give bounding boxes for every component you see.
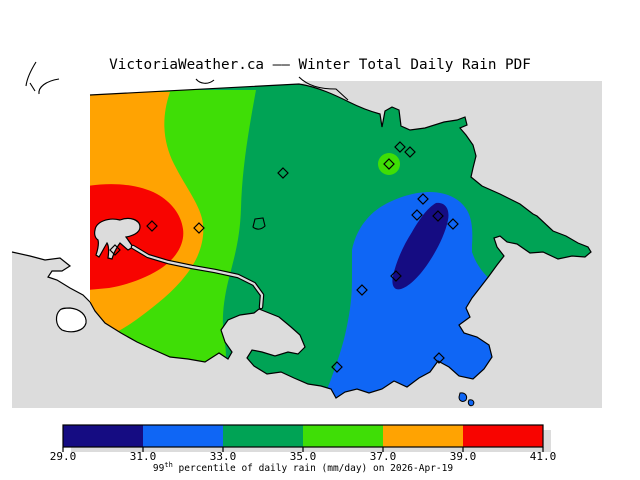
colorbar-seg-33-35 xyxy=(223,425,303,447)
colorbar-seg-31-33 xyxy=(143,425,223,447)
colorbar-tick-label: 39.0 xyxy=(449,450,477,463)
lake xyxy=(94,217,141,260)
coast-fragment-5 xyxy=(195,78,215,84)
colorbar-tick-label: 33.0 xyxy=(209,450,237,463)
colorbar-seg-35-37 xyxy=(303,425,383,447)
coast-fragment-3 xyxy=(29,82,36,92)
colorbar-caption: 99th percentile of daily rain (mm/day) o… xyxy=(153,461,453,474)
small-lake-outline xyxy=(252,217,266,230)
coastline-west xyxy=(11,251,91,303)
contour-halo xyxy=(378,153,400,175)
no-data-region xyxy=(12,81,305,302)
station-markers xyxy=(109,141,459,373)
channel xyxy=(131,245,264,309)
colorbar-tick-label: 35.0 xyxy=(289,450,317,463)
colorbar xyxy=(62,424,551,452)
station-marker xyxy=(390,270,402,282)
station-marker xyxy=(432,210,444,222)
colorbar-tick-label: 31.0 xyxy=(129,450,157,463)
station-marker xyxy=(193,222,205,234)
coast-fragment-2 xyxy=(38,78,60,95)
colorbar-ticks xyxy=(62,447,544,452)
colorbar-seg-29-31 xyxy=(63,425,143,447)
contour-band-29-31 xyxy=(392,202,449,290)
station-marker xyxy=(331,361,343,373)
station-marker xyxy=(109,244,121,256)
colorbar-tick-label: 37.0 xyxy=(369,450,397,463)
coast-fragment-4 xyxy=(298,76,349,101)
no-data-islet xyxy=(55,307,87,333)
station-marker xyxy=(394,141,406,153)
colorbar-seg-37-39 xyxy=(383,425,463,447)
station-marker xyxy=(277,167,289,179)
station-marker xyxy=(433,352,445,364)
plot-title: VictoriaWeather.ca —— Winter Total Daily… xyxy=(109,57,531,73)
station-marker xyxy=(383,158,395,170)
contour-band-31-33 xyxy=(322,192,505,398)
coast-fragment-1 xyxy=(25,61,37,87)
contour-band-39-41 xyxy=(90,184,184,290)
caption-value: 99 xyxy=(152,463,165,475)
colorbar-tick-label: 41.0 xyxy=(529,450,557,463)
station-marker xyxy=(356,284,368,296)
station-marker xyxy=(404,146,416,158)
colorbar-tick-label: 29.0 xyxy=(49,450,77,463)
islet-south-2 xyxy=(467,399,475,407)
station-marker xyxy=(447,218,459,230)
station-marker xyxy=(417,193,429,205)
station-marker xyxy=(146,220,158,232)
islet-south xyxy=(458,392,468,402)
coastline-main xyxy=(89,83,592,399)
caption-superscript: th xyxy=(164,461,173,469)
caption-text: percentile of daily rain (mm/day) on 202… xyxy=(172,463,454,475)
colorbar-seg-39-41 xyxy=(463,425,543,447)
station-marker xyxy=(411,209,423,221)
